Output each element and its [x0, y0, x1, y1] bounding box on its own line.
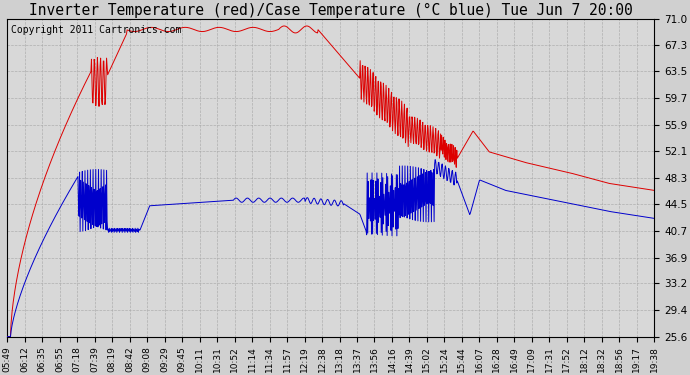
- Title: Inverter Temperature (red)/Case Temperature (°C blue) Tue Jun 7 20:00: Inverter Temperature (red)/Case Temperat…: [29, 3, 633, 18]
- Text: Copyright 2011 Cartronics.com: Copyright 2011 Cartronics.com: [10, 26, 181, 35]
